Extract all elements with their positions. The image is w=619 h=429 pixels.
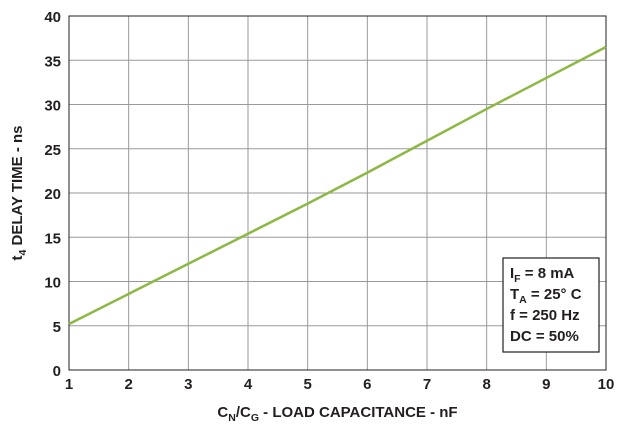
label-part: = 8 mA	[521, 265, 575, 282]
x-axis-label: CN/CG - LOAD CAPACITANCE - nF	[217, 404, 457, 424]
label-part: G	[251, 412, 259, 424]
x-tick-label: 4	[244, 376, 253, 393]
annotation-line: DC = 50%	[510, 328, 579, 345]
label-part: f = 250 Hz	[510, 307, 580, 324]
y-tick-label: 15	[44, 230, 61, 247]
x-tick-label: 2	[124, 376, 132, 393]
label-part: I	[510, 265, 514, 282]
x-tick-label: 9	[542, 376, 550, 393]
label-part: 4	[17, 250, 29, 256]
x-tick-label: 5	[303, 376, 311, 393]
y-tick-label: 40	[44, 9, 61, 26]
label-part: DELAY TIME - ns	[9, 125, 26, 249]
x-tick-label: 6	[363, 376, 371, 393]
y-tick-label: 10	[44, 275, 61, 292]
label-part: C	[217, 404, 228, 421]
y-tick-label: 25	[44, 142, 61, 159]
x-tick-label: 7	[423, 376, 431, 393]
label-part: F	[514, 273, 521, 285]
x-tick-label: 10	[598, 376, 615, 393]
label-part: N	[228, 412, 236, 424]
y-tick-label: 30	[44, 98, 61, 115]
y-tick-label: 20	[44, 186, 61, 203]
annotation-box	[502, 257, 600, 353]
annotation-line: IF = 8 mA	[510, 265, 575, 285]
data-line	[68, 45, 607, 326]
annotation-line: f = 250 Hz	[510, 307, 580, 324]
y-tick-label: 5	[53, 319, 61, 336]
annotation-line: TA = 25° C	[510, 286, 582, 306]
label-part: = 25° C	[527, 286, 582, 303]
y-tick-label: 0	[53, 363, 61, 380]
label-part: /C	[236, 404, 251, 421]
label-part: T	[510, 286, 519, 303]
label-part: DC = 50%	[510, 328, 579, 345]
x-tick-label: 8	[482, 376, 490, 393]
y-tick-label: 35	[44, 53, 61, 70]
label-part: A	[519, 294, 527, 306]
label-part: t	[9, 256, 26, 261]
plot-frame	[68, 15, 607, 371]
label-part: - LOAD CAPACITANCE - nF	[259, 404, 458, 421]
x-tick-label: 3	[184, 376, 192, 393]
y-axis-label: t4 DELAY TIME - ns	[9, 125, 29, 260]
x-tick-label: 1	[65, 376, 73, 393]
